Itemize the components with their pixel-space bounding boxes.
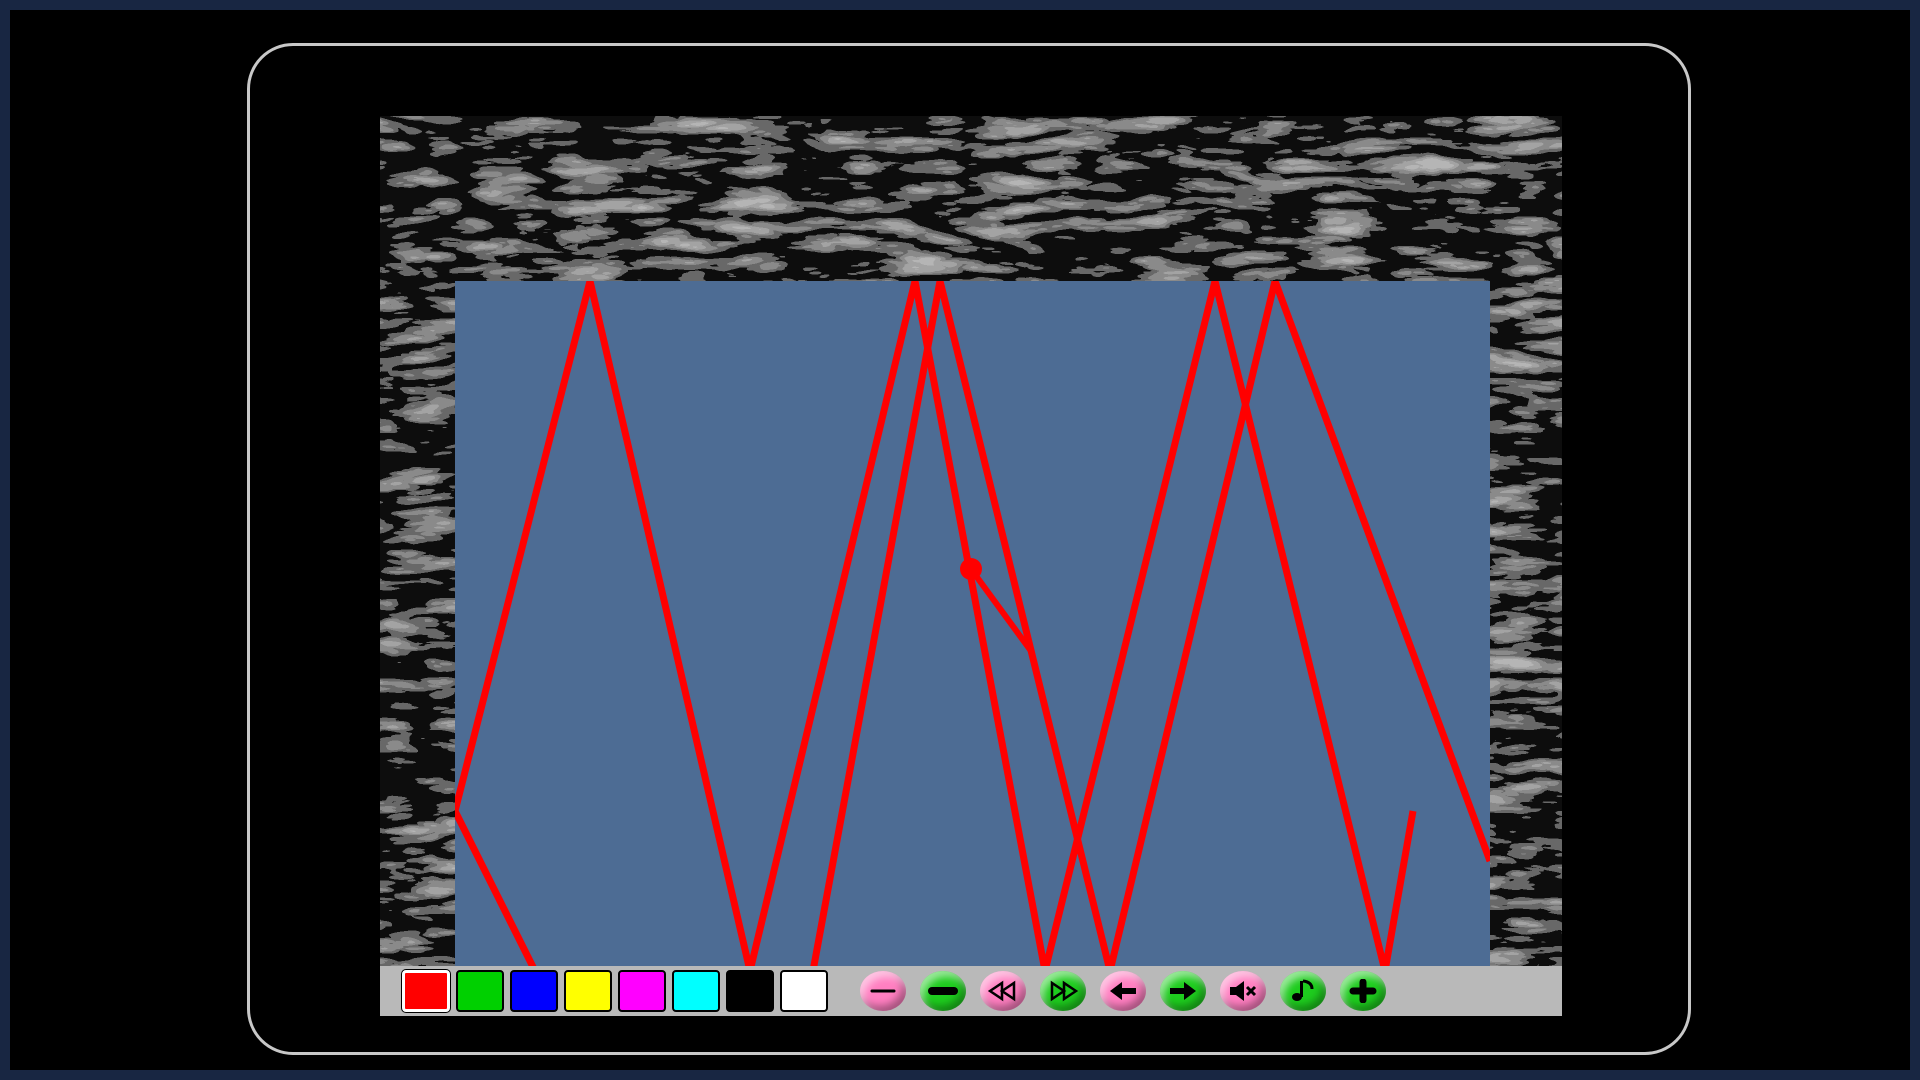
- plus-button[interactable]: [1340, 971, 1386, 1011]
- color-swatch-black[interactable]: [726, 970, 774, 1012]
- color-swatch-red[interactable]: [402, 970, 450, 1012]
- toolbar: [380, 966, 1562, 1016]
- color-swatch-green[interactable]: [456, 970, 504, 1012]
- arrow-right-button[interactable]: [1160, 971, 1206, 1011]
- fast-forward-icon: [1048, 979, 1078, 1003]
- line-thick-button[interactable]: [920, 971, 966, 1011]
- color-swatch-magenta[interactable]: [618, 970, 666, 1012]
- color-swatch-cyan[interactable]: [672, 970, 720, 1012]
- mute-icon: [1228, 979, 1258, 1003]
- plus-icon: [1348, 979, 1378, 1003]
- color-swatch-white[interactable]: [780, 970, 828, 1012]
- bounce-path: [813, 281, 1490, 971]
- drawing-canvas[interactable]: [455, 281, 1490, 971]
- mute-button[interactable]: [1220, 971, 1266, 1011]
- color-swatch-blue[interactable]: [510, 970, 558, 1012]
- app-screen: [380, 116, 1562, 1016]
- minus-thin-icon: [868, 979, 898, 1003]
- drawing-svg: [455, 281, 1490, 971]
- music-button[interactable]: [1280, 971, 1326, 1011]
- arrow-left-icon: [1108, 979, 1138, 1003]
- line-thin-button[interactable]: [860, 971, 906, 1011]
- ball: [960, 558, 982, 580]
- note-icon: [1288, 979, 1318, 1003]
- bounce-path: [455, 281, 1413, 971]
- minus-thick-icon: [928, 979, 958, 1003]
- outer-black-frame: [10, 10, 1910, 1070]
- tablet-frame: [247, 43, 1691, 1055]
- rewind-icon: [988, 979, 1018, 1003]
- forward-button[interactable]: [1040, 971, 1086, 1011]
- color-swatch-yellow[interactable]: [564, 970, 612, 1012]
- arrow-right-icon: [1168, 979, 1198, 1003]
- arrow-left-button[interactable]: [1100, 971, 1146, 1011]
- rewind-button[interactable]: [980, 971, 1026, 1011]
